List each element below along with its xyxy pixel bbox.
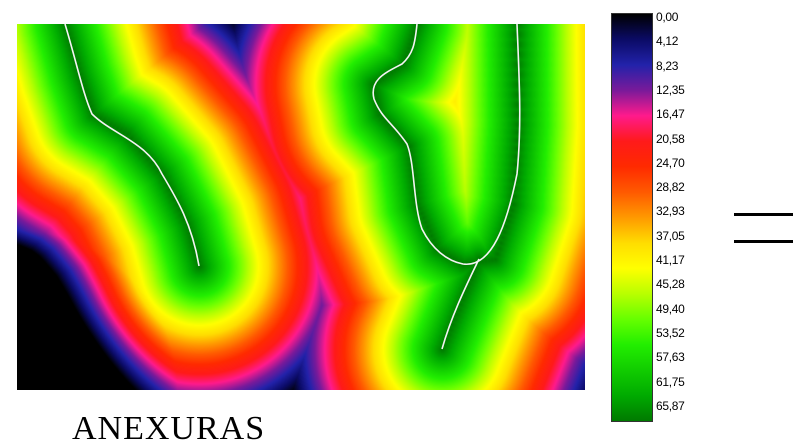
legend-tick-label: 24,70 [656,155,685,170]
legend-tick-label: 0,00 [656,10,679,24]
legend-tick-label: 61,75 [656,374,685,389]
legend-tick-label: 20,58 [656,131,685,146]
equals-sign-top-bar [734,213,793,216]
legend-tick-label: 65,87 [656,398,685,413]
legend-tick-label: 16,47 [656,107,685,122]
legend-tick-label: 37,05 [656,228,685,243]
contour-lines [64,24,521,350]
legend-tick-label: 4,12 [656,34,679,49]
contour-line-right [372,24,521,265]
legend-tick-label: 8,23 [656,58,679,73]
legend-tick-label: 41,17 [656,253,685,267]
contour-line-left [64,24,200,267]
legend-tick-label: 53,52 [656,325,685,340]
legend-tick-label: 57,63 [656,350,685,365]
legend-tick-label: 28,82 [656,180,685,195]
legend-color-bar [611,13,653,422]
elevation-heatmap [17,24,585,390]
legend-tick-label: 49,40 [656,301,685,316]
legend-tick-label: 12,35 [656,82,685,97]
legend-tick-label: 32,93 [656,204,685,219]
equals-sign-bottom-bar [734,240,793,243]
map-caption: ANEXURAS [72,410,266,447]
legend-tick-label: 45,28 [656,277,685,292]
contour-line-tail [441,258,480,350]
